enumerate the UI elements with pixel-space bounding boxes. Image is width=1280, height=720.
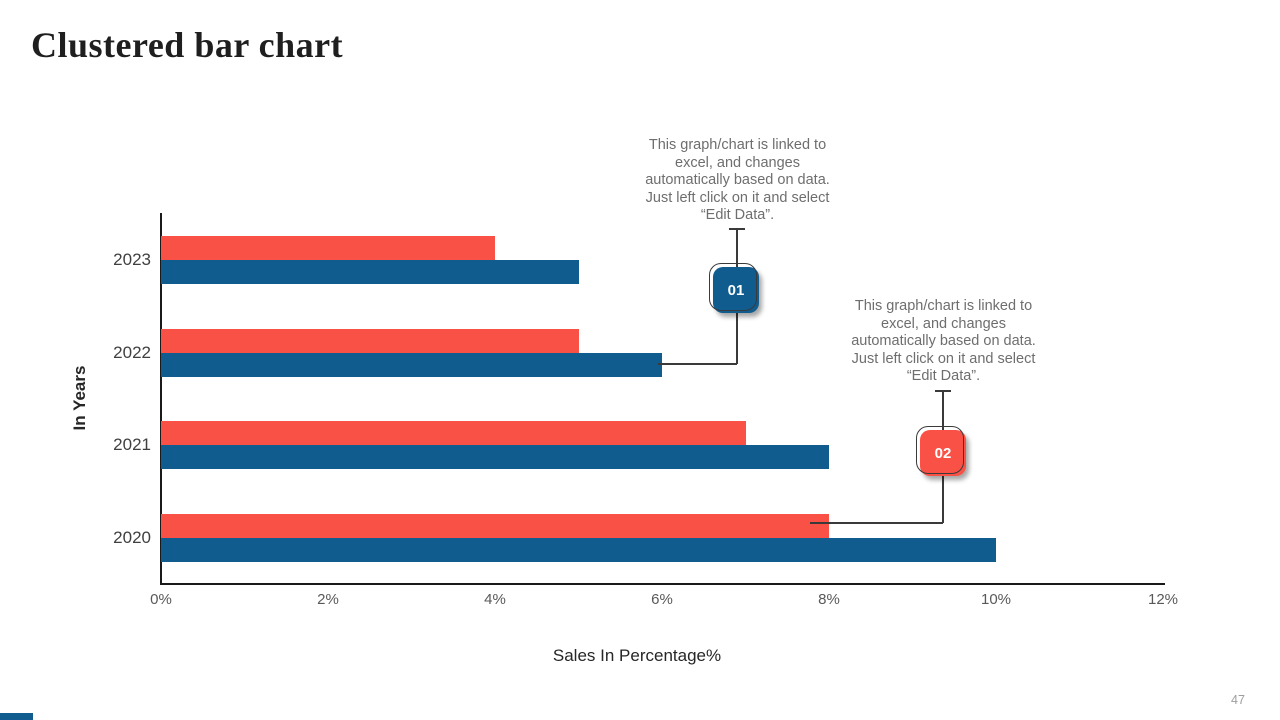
bar-2021-series-1 — [161, 421, 746, 446]
callout-2-text: This graph/chart is linked to excel, and… — [851, 298, 1036, 385]
y-axis-line — [160, 213, 162, 585]
callout-1-text: This graph/chart is linked to excel, and… — [645, 137, 830, 224]
bar-2023-series-1 — [161, 236, 495, 260]
bar-2022-series-2 — [161, 352, 662, 377]
x-tick-8%: 8% — [818, 591, 840, 608]
category-label-2020: 2020 — [113, 528, 151, 548]
callout-2-connector-elbow — [810, 522, 943, 524]
bar-2020-series-2 — [161, 538, 996, 563]
callout-1-connector-elbow — [658, 363, 737, 365]
page-title: Clustered bar chart — [31, 25, 344, 65]
category-label-2021: 2021 — [113, 435, 151, 455]
x-axis-ticks: 0% 2% 4% 6% 8% 10% 12% — [150, 591, 1178, 611]
callout-2-badge-label: 02 — [934, 444, 952, 462]
bar-2021-series-2 — [161, 445, 829, 470]
category-label-2022: 2022 — [113, 342, 151, 362]
x-tick-0%: 0% — [150, 591, 172, 608]
plot-area[interactable]: 2023 2022 2021 2020 — [113, 213, 1163, 583]
x-tick-2%: 2% — [317, 591, 339, 608]
bar-2023-series-2 — [161, 260, 579, 284]
corner-accent — [0, 713, 33, 720]
callout-2-badge: 02 — [916, 426, 966, 476]
x-tick-4%: 4% — [484, 591, 506, 608]
x-axis-title: Sales In Percentage% — [552, 646, 722, 665]
bar-2020-series-1 — [161, 514, 829, 539]
callout-1-badge: 01 — [709, 263, 759, 313]
y-axis-title: In Years — [70, 365, 89, 431]
bar-2022-series-1 — [161, 328, 579, 353]
callout-1-badge-label: 01 — [727, 281, 745, 299]
page-number: 47 — [1231, 693, 1245, 707]
x-tick-6%: 6% — [651, 591, 673, 608]
x-axis-line — [160, 583, 1165, 585]
x-tick-12%: 12% — [1147, 591, 1179, 608]
x-tick-10%: 10% — [980, 591, 1012, 608]
category-label-2023: 2023 — [113, 250, 151, 269]
